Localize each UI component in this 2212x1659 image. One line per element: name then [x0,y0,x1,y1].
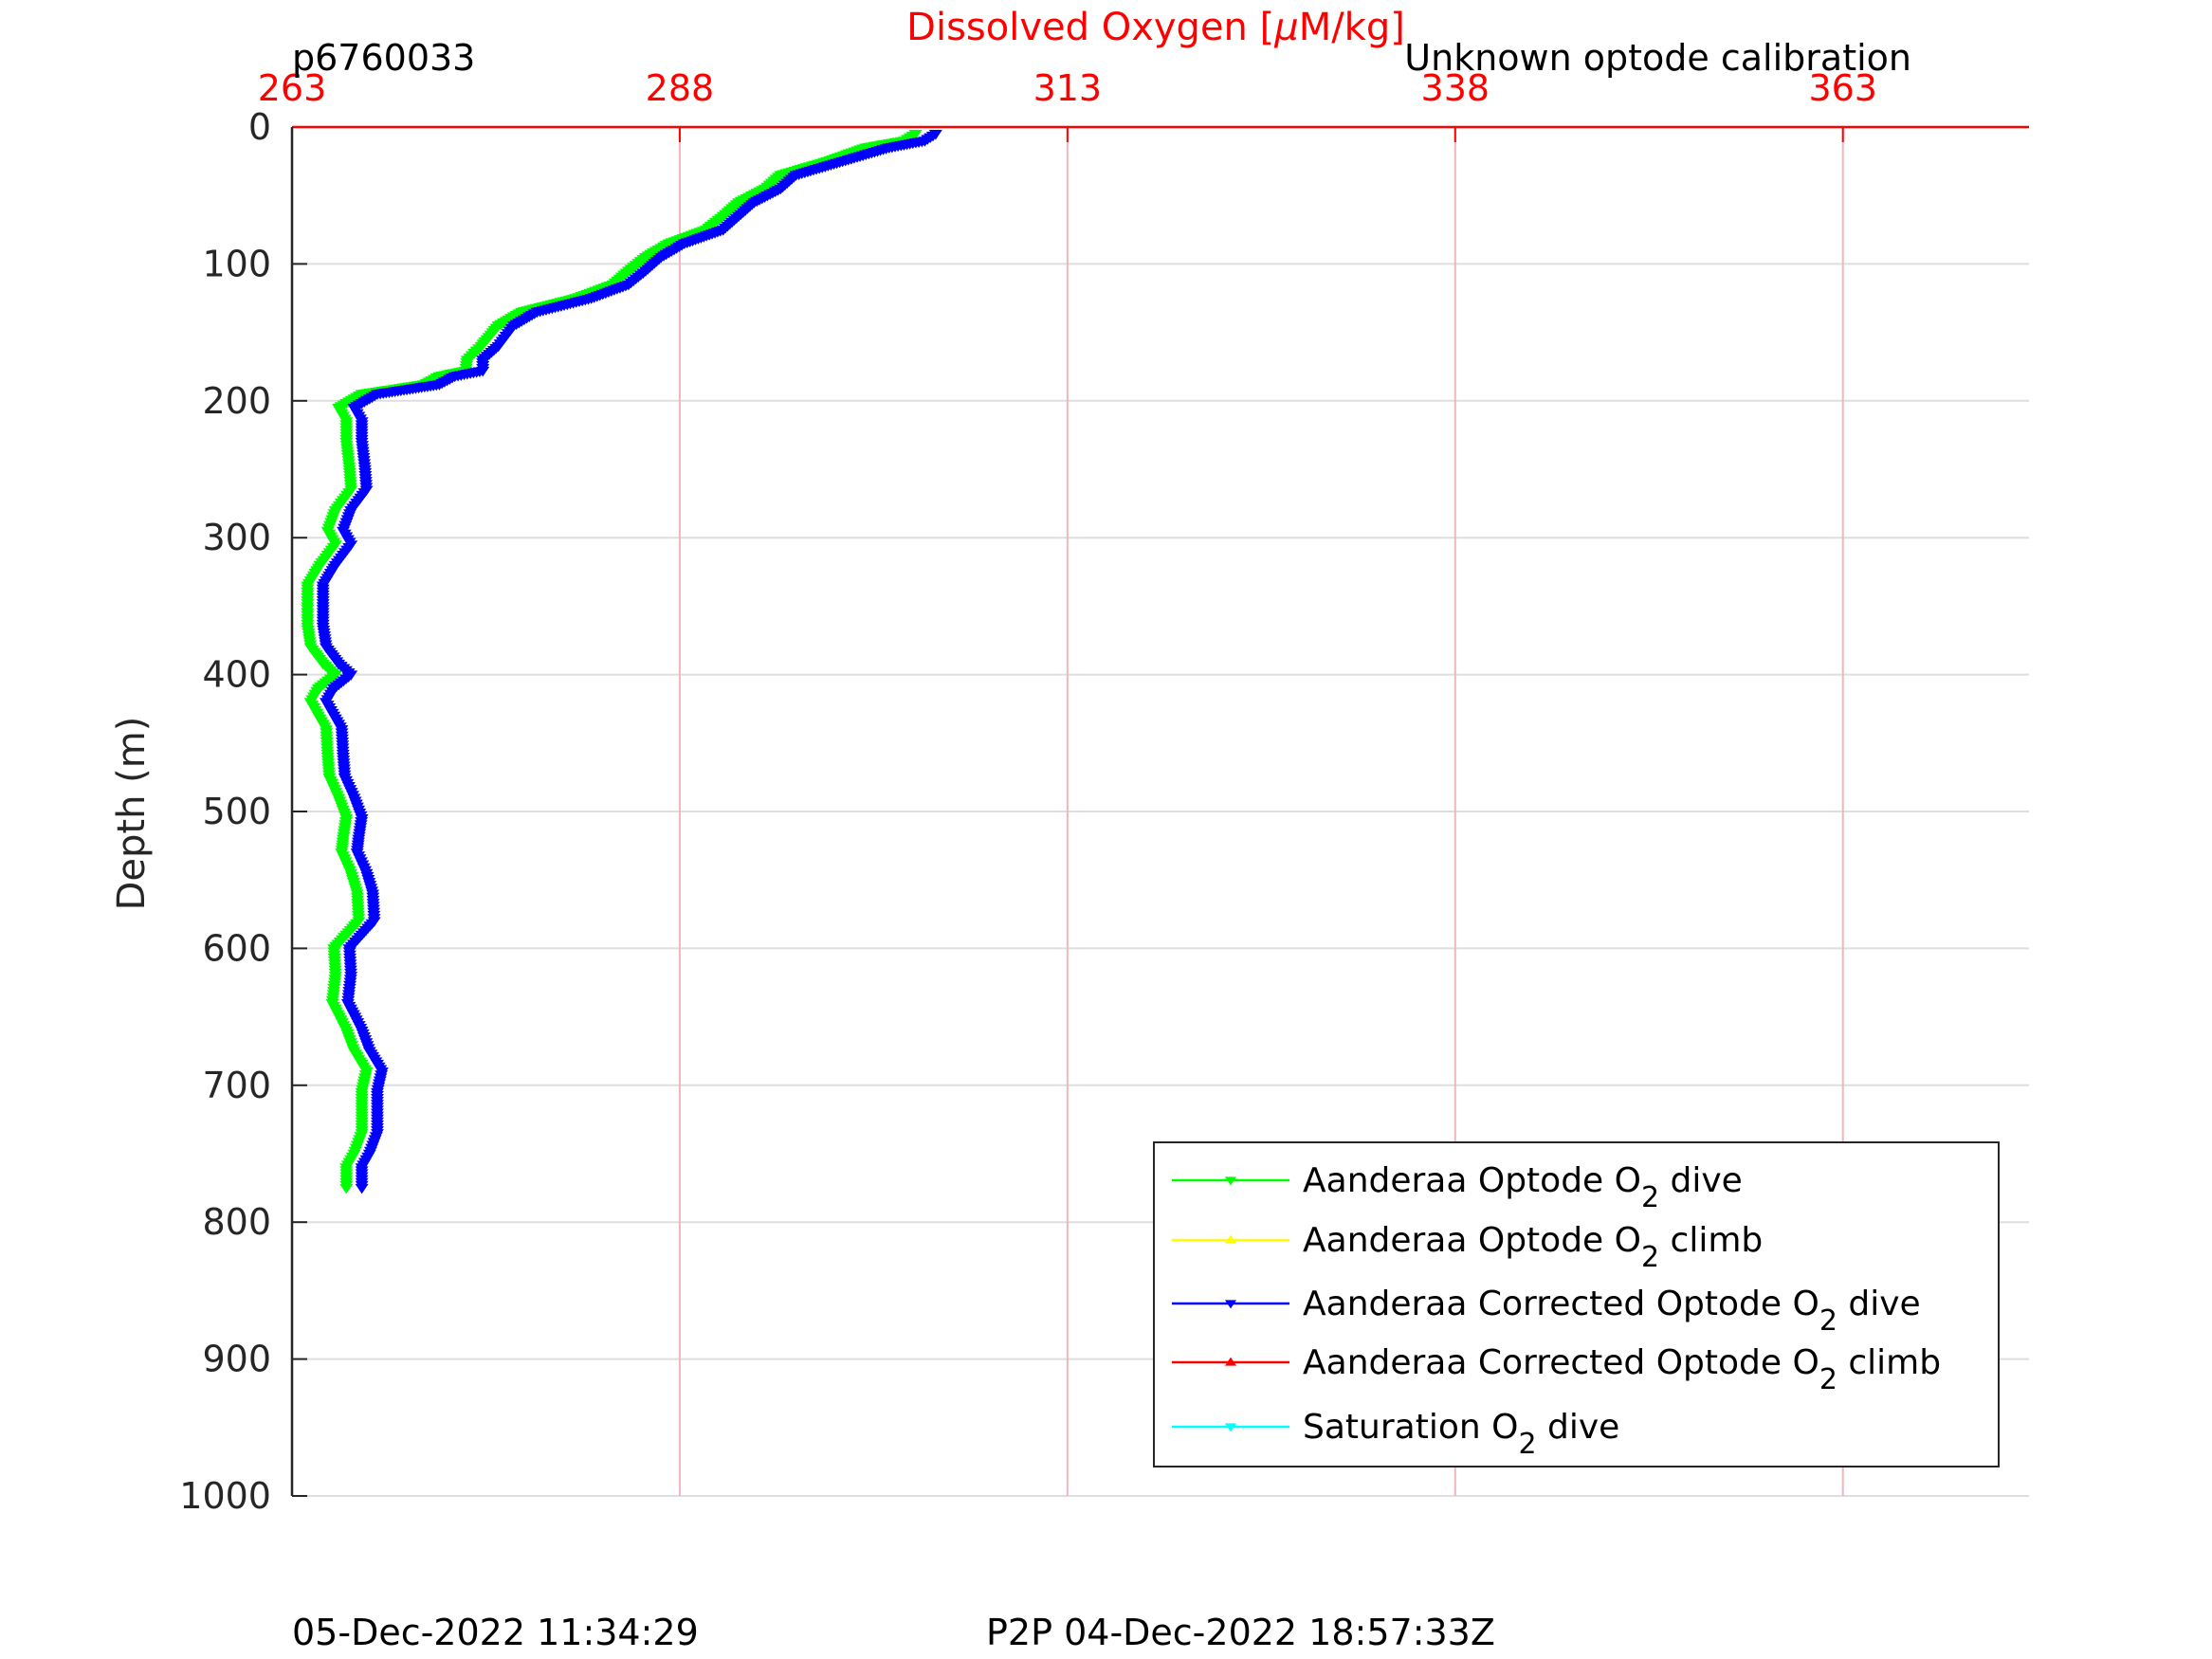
legend-swatch-marker [1225,1423,1236,1432]
x-tick-label: 338 [1421,67,1490,109]
legend-item: Aanderaa Corrected Optode O2 climb [1172,1343,1941,1396]
legend-swatch-marker [1225,1357,1236,1366]
x-tick-label: 263 [258,67,327,109]
data-point [339,1183,354,1194]
series-line [321,132,937,1189]
data-point [355,1183,369,1194]
legend-label: Aanderaa Optode O2 climb [1303,1221,1763,1274]
legend-item: Saturation O2 dive [1172,1408,1619,1461]
legend-swatch-marker [1225,1176,1236,1186]
x-tick-label: 363 [1808,67,1877,109]
legend-item: Aanderaa Optode O2 dive [1172,1161,1743,1214]
x-axis-label: Dissolved Oxygen [μM/kg] [906,6,1405,49]
footer-p2p-timestamp: P2P 04-Dec-2022 18:57:33Z [986,1612,1495,1653]
y-tick-label: 400 [202,654,271,696]
axes: 0 100 200 300 400 500 600 700 800 900 1000 263 288 31… [179,67,2029,1517]
y-tick-label: 100 [202,243,271,284]
legend-item: Aanderaa Optode O2 climb [1172,1221,1763,1274]
glider-id-label: p6760033 [292,37,475,79]
legend-swatch-marker [1225,1300,1236,1309]
y-tick-label: 200 [202,380,271,422]
y-tick-label: 600 [202,927,271,969]
y-tick-label: 700 [202,1065,271,1106]
y-tick-label: 800 [202,1201,271,1243]
legend-label: Saturation O2 dive [1303,1408,1619,1461]
legend-item: Aanderaa Corrected Optode O2 dive [1172,1285,1921,1338]
y-axis-label: Depth (m) [110,717,154,911]
legend-label: Aanderaa Corrected Optode O2 dive [1303,1285,1921,1338]
x-tick-label: 313 [1033,67,1103,109]
legend-box [1153,1141,2000,1468]
plot-area [301,130,942,1194]
y-tick-label: 500 [202,791,271,832]
y-tick-label: 0 [248,106,271,148]
x-tick-label: 288 [646,67,715,109]
y-tick-label: 900 [202,1339,271,1380]
legend-swatch-marker [1225,1234,1236,1244]
legend: Aanderaa Optode O2 dive Aanderaa Optode O… [1153,1141,2000,1468]
series-corrected-dive [316,130,942,1194]
legend-label: Aanderaa Corrected Optode O2 climb [1303,1343,1941,1396]
legend-label: Aanderaa Optode O2 dive [1303,1161,1743,1214]
y-tick-label: 1000 [179,1475,271,1517]
y-tick-label: 300 [202,517,271,558]
footer-generated-timestamp: 05-Dec-2022 11:34:29 [292,1612,699,1653]
calibration-note: Unknown optode calibration [1404,37,1911,79]
